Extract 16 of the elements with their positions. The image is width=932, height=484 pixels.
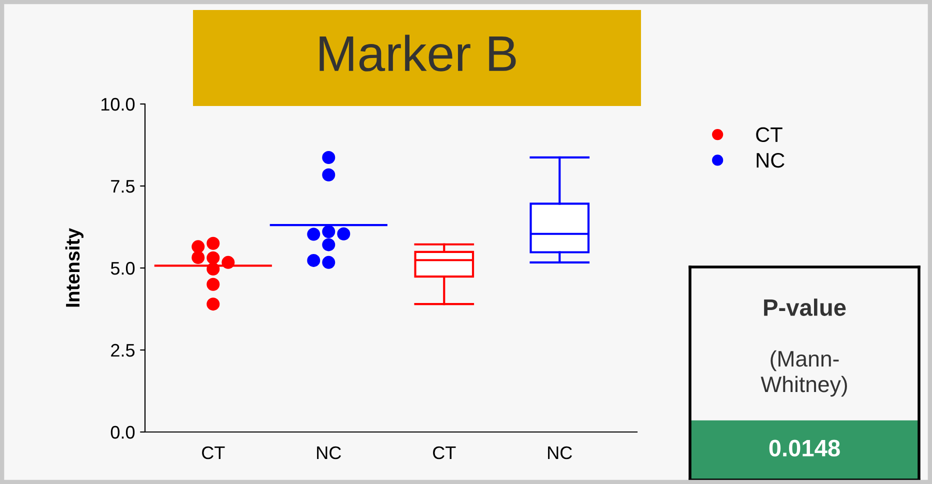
x-tick-label: CT <box>202 446 225 460</box>
x-tick-label: CT <box>433 446 456 460</box>
legend-label: NC <box>756 152 784 168</box>
text: (Mann- Whitney) <box>760 350 847 397</box>
y-tick-label: 0.0 <box>110 426 135 439</box>
y-tick-label: 10.0 <box>102 98 135 111</box>
y-axis-title: Intensity <box>65 228 84 307</box>
chart-title: Marker B <box>320 34 516 72</box>
legend-label: CT <box>756 127 782 142</box>
x-tick-label: NC <box>548 446 572 460</box>
y-tick-label: 7.5 <box>111 180 135 193</box>
y-tick-label: 5.0 <box>110 262 135 275</box>
text: 0.0148 <box>769 440 840 457</box>
text: P-value <box>764 298 846 316</box>
x-tick-label: NC <box>317 446 341 460</box>
y-tick-label: 2.5 <box>111 344 135 357</box>
